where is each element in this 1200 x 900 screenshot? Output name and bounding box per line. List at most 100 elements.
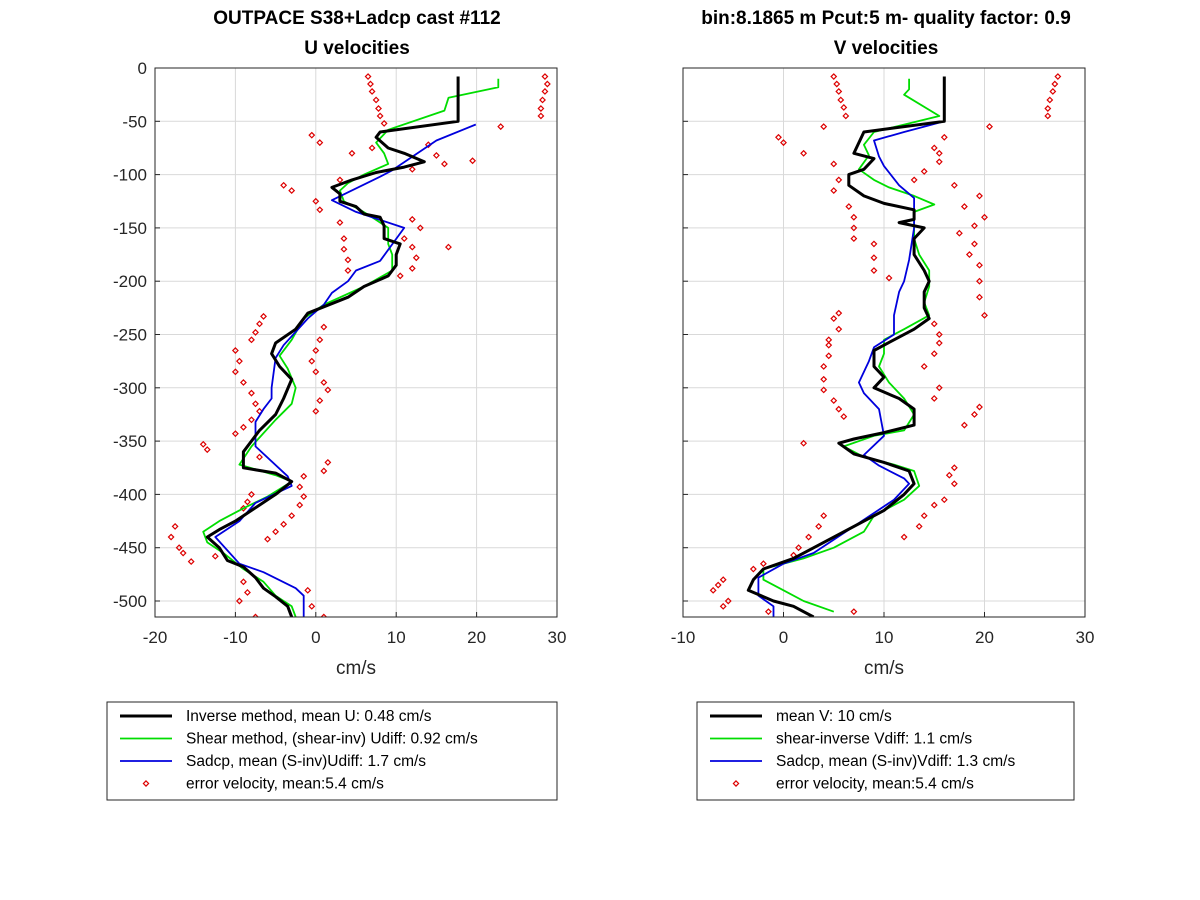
v-error-velocity-point: [935, 331, 943, 338]
u-error-velocity-point: [320, 379, 328, 386]
v-error-velocity-point: [840, 103, 848, 111]
v-error-velocity-point: [915, 522, 923, 530]
u-error-velocity-point: [260, 312, 267, 320]
y-tick-label: -50: [122, 112, 147, 131]
u-error-velocity-point: [248, 389, 255, 397]
u-error-velocity-point: [231, 368, 239, 376]
u-error-velocity-point: [432, 151, 440, 159]
u-error-velocity-point: [244, 589, 251, 596]
v-error-velocity-point: [960, 421, 968, 429]
u-error-velocity-point: [248, 490, 255, 498]
legend-label: Sadcp, mean (S-inv)Vdiff: 1.3 cm/s: [776, 753, 1015, 770]
u-axes-box: [154, 67, 558, 618]
v-error-velocity-point: [825, 341, 833, 349]
u-error-velocity-point: [312, 197, 320, 205]
v-error-velocity-point: [930, 144, 938, 152]
y-tick-label: -350: [113, 432, 147, 451]
u-error-velocity-point: [367, 80, 374, 88]
u-error-velocity-point: [340, 245, 348, 253]
v-error-velocity-point: [945, 471, 953, 479]
u-error-velocity-point: [368, 88, 376, 95]
u-error-velocity-point: [316, 336, 324, 344]
v-error-velocity-point: [955, 229, 963, 237]
v-error-velocity-point: [1051, 80, 1059, 88]
u-ticks: -20 -10 0 10 20 300-50-100-150-200-250-300-35…: [113, 59, 566, 647]
u-error-velocity-point: [248, 336, 255, 344]
u-error-velocity-point: [272, 528, 280, 536]
u-error-velocity-point: [312, 407, 320, 415]
v-error-velocity-point: [935, 384, 943, 392]
v-error-velocity-point: [965, 251, 973, 259]
v-error-velocity-point: [850, 224, 858, 232]
u-error-velocity-point: [408, 243, 416, 251]
u-error-velocity-point: [316, 139, 324, 147]
x-tick-label: 30: [1076, 628, 1095, 647]
u-error-velocity-point: [211, 552, 219, 560]
y-tick-label: -250: [113, 326, 147, 345]
legend-label: error velocity, mean:5.4 cm/s: [776, 776, 974, 793]
x-tick-label: 10: [875, 628, 894, 647]
u-error-velocity-point: [175, 544, 183, 552]
v-error-velocity-point: [820, 375, 828, 383]
legend-marker: [732, 780, 740, 787]
u-error-velocity-point: [408, 264, 416, 272]
u-error-velocity-point: [280, 181, 288, 189]
u-error-velocity-point: [199, 440, 207, 448]
u-error-velocity-point: [252, 613, 259, 617]
u-error-velocity-point: [304, 586, 312, 594]
u-error-velocity-point: [537, 105, 545, 112]
u-error-velocity-point: [445, 243, 452, 251]
v-error-velocity-point: [830, 73, 838, 80]
v-legend: mean V: 10 cm/s shear-inverse Vdiff: 1.1 …: [696, 701, 1075, 801]
legend-label: shear-inverse Vdiff: 1.1 cm/s: [776, 731, 972, 748]
v-error-velocity-point: [870, 254, 878, 262]
legend-box: [696, 701, 1075, 801]
u-error-velocity-point: [344, 256, 352, 264]
u-plot-area: [167, 73, 551, 617]
v-error-velocity-point: [976, 277, 983, 285]
u-error-velocity-point: [541, 73, 549, 80]
v-error-velocity-point: [719, 602, 727, 610]
u-error-velocity-point: [396, 272, 404, 280]
u-error-velocity-point: [252, 328, 259, 336]
u-error-velocity-point: [324, 458, 332, 466]
v-error-velocity-point: [920, 167, 928, 175]
v-error-velocity-point: [920, 363, 928, 370]
u-error-velocity-point: [248, 416, 255, 424]
x-tick-label: -20: [143, 628, 168, 647]
u-error-velocity-point: [537, 112, 545, 120]
legend-label: mean V: 10 cm/s: [776, 708, 892, 725]
v-error-velocity-point: [981, 311, 988, 319]
u-error-velocity-point: [380, 119, 388, 127]
v-error-velocity-point: [950, 480, 958, 488]
v-ticks: -10 0 10 20 30: [671, 67, 1095, 647]
v-error-velocity-point: [835, 325, 843, 333]
u-shear-series-line: [202, 78, 500, 617]
v-error-velocity-point: [759, 560, 767, 568]
v-error-velocity-point: [976, 403, 983, 411]
v-error-velocity-point: [835, 309, 843, 317]
u-error-velocity-point: [171, 522, 179, 530]
u-error-velocity-point: [541, 88, 549, 95]
legend-label: Sadcp, mean (S-inv)Udiff: 1.7 cm/s: [186, 753, 426, 770]
u-error-velocity-point: [497, 123, 505, 131]
v-error-velocity-point: [830, 160, 838, 168]
u-error-velocity-point: [308, 357, 316, 365]
v-error-velocity-point: [800, 439, 808, 447]
legend-marker: [142, 780, 150, 787]
v-error-velocity-point: [850, 608, 858, 616]
v-inverse-series-line: [746, 76, 946, 617]
v-error-velocity-point: [940, 133, 948, 141]
u-error-velocity-point: [400, 235, 408, 243]
u-error-velocity-point: [416, 224, 424, 232]
v-error-velocity-point: [850, 235, 858, 243]
legend-label: error velocity, mean:5.4 cm/s: [186, 776, 384, 793]
v-error-velocity-point: [930, 501, 938, 509]
u-error-velocity-point: [308, 131, 316, 139]
u-error-velocity-point: [412, 254, 420, 262]
y-tick-label: 0: [138, 59, 147, 78]
v-error-velocity-point: [714, 581, 722, 589]
u-error-velocity-point: [288, 512, 296, 520]
v-panel-subtitle: V velocities: [834, 38, 939, 59]
u-error-velocity-point: [324, 386, 332, 394]
